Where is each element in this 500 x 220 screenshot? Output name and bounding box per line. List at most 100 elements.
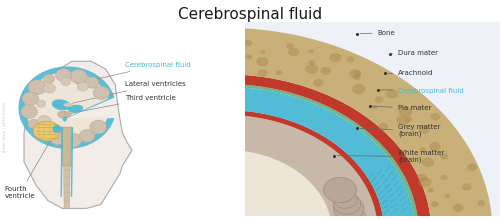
Circle shape bbox=[354, 71, 361, 76]
Circle shape bbox=[28, 119, 40, 129]
Ellipse shape bbox=[64, 112, 70, 117]
Ellipse shape bbox=[62, 111, 68, 122]
Ellipse shape bbox=[68, 105, 84, 113]
Polygon shape bbox=[24, 61, 132, 208]
Text: White matter
(brain): White matter (brain) bbox=[337, 150, 444, 163]
Polygon shape bbox=[71, 127, 73, 197]
Polygon shape bbox=[224, 84, 418, 220]
Circle shape bbox=[333, 193, 360, 214]
Polygon shape bbox=[216, 134, 352, 220]
Circle shape bbox=[452, 204, 464, 212]
Text: Dura mater: Dura mater bbox=[390, 50, 438, 56]
Circle shape bbox=[440, 175, 448, 180]
Circle shape bbox=[420, 147, 426, 153]
Circle shape bbox=[478, 200, 486, 206]
Circle shape bbox=[372, 105, 378, 109]
Circle shape bbox=[375, 96, 384, 103]
Polygon shape bbox=[64, 166, 70, 208]
Circle shape bbox=[28, 80, 46, 94]
Circle shape bbox=[324, 177, 356, 202]
Circle shape bbox=[336, 207, 366, 220]
Circle shape bbox=[396, 116, 409, 125]
Circle shape bbox=[418, 177, 432, 187]
Circle shape bbox=[61, 78, 71, 86]
Polygon shape bbox=[224, 74, 430, 220]
Circle shape bbox=[404, 117, 412, 122]
Circle shape bbox=[44, 84, 56, 93]
Circle shape bbox=[260, 50, 266, 54]
Polygon shape bbox=[224, 110, 384, 220]
Text: Fourth
ventricle: Fourth ventricle bbox=[5, 131, 56, 199]
Polygon shape bbox=[62, 127, 72, 166]
Circle shape bbox=[245, 54, 252, 60]
Circle shape bbox=[288, 48, 300, 56]
Circle shape bbox=[422, 158, 434, 167]
Circle shape bbox=[286, 43, 294, 49]
Circle shape bbox=[417, 174, 427, 182]
Polygon shape bbox=[224, 87, 414, 220]
Circle shape bbox=[70, 69, 87, 83]
Circle shape bbox=[346, 56, 354, 62]
Circle shape bbox=[44, 74, 54, 83]
Polygon shape bbox=[60, 127, 63, 197]
Polygon shape bbox=[25, 72, 108, 143]
Polygon shape bbox=[224, 28, 492, 220]
Circle shape bbox=[308, 60, 316, 66]
FancyBboxPatch shape bbox=[245, 22, 500, 216]
Text: Third ventricle: Third ventricle bbox=[68, 95, 176, 114]
Circle shape bbox=[38, 115, 51, 126]
Circle shape bbox=[51, 134, 64, 145]
Ellipse shape bbox=[52, 99, 70, 110]
Text: Cerebrospinal fluid: Cerebrospinal fluid bbox=[178, 7, 322, 22]
Ellipse shape bbox=[64, 103, 73, 107]
Circle shape bbox=[313, 79, 324, 87]
Circle shape bbox=[93, 86, 110, 99]
Circle shape bbox=[330, 53, 342, 62]
Circle shape bbox=[244, 40, 252, 46]
Circle shape bbox=[308, 49, 314, 53]
Circle shape bbox=[338, 217, 366, 220]
Polygon shape bbox=[215, 115, 378, 220]
Circle shape bbox=[37, 128, 51, 139]
Circle shape bbox=[378, 123, 388, 130]
Circle shape bbox=[354, 75, 360, 80]
Circle shape bbox=[333, 190, 357, 208]
Circle shape bbox=[386, 89, 398, 99]
Circle shape bbox=[52, 127, 64, 137]
Circle shape bbox=[36, 100, 46, 107]
Text: Arachnoid: Arachnoid bbox=[388, 70, 434, 76]
Ellipse shape bbox=[33, 121, 60, 141]
Circle shape bbox=[440, 153, 448, 159]
Text: Cerebrospinal fluid: Cerebrospinal fluid bbox=[380, 88, 464, 94]
Circle shape bbox=[276, 70, 282, 75]
Ellipse shape bbox=[52, 125, 62, 133]
Circle shape bbox=[428, 188, 434, 193]
Circle shape bbox=[429, 142, 440, 151]
Text: Grey matter
(brain): Grey matter (brain) bbox=[360, 124, 440, 137]
Text: Cerebrospinal fluid: Cerebrospinal fluid bbox=[76, 62, 190, 84]
Circle shape bbox=[256, 57, 268, 66]
Circle shape bbox=[338, 213, 365, 220]
Ellipse shape bbox=[58, 111, 66, 118]
Circle shape bbox=[257, 69, 268, 77]
Circle shape bbox=[22, 92, 38, 105]
Circle shape bbox=[462, 183, 471, 191]
Circle shape bbox=[21, 105, 38, 118]
Circle shape bbox=[430, 113, 440, 121]
Text: Adobe Stock | #87404-6010: Adobe Stock | #87404-6010 bbox=[2, 102, 6, 152]
Circle shape bbox=[306, 64, 318, 74]
Polygon shape bbox=[18, 66, 114, 149]
Circle shape bbox=[320, 67, 331, 75]
Circle shape bbox=[85, 77, 99, 88]
Text: Bone: Bone bbox=[360, 30, 396, 36]
Circle shape bbox=[332, 187, 353, 202]
Text: Lateral ventricles: Lateral ventricles bbox=[72, 81, 186, 103]
Text: Pia mater: Pia mater bbox=[372, 105, 432, 111]
Circle shape bbox=[340, 205, 360, 220]
Circle shape bbox=[444, 194, 450, 198]
Circle shape bbox=[399, 107, 412, 117]
Circle shape bbox=[352, 84, 366, 94]
Circle shape bbox=[64, 133, 82, 147]
Circle shape bbox=[418, 126, 430, 134]
Circle shape bbox=[431, 201, 439, 207]
